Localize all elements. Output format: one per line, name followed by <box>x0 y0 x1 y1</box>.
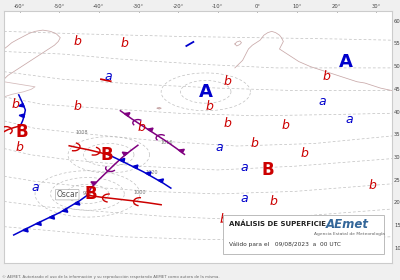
Text: 25°: 25° <box>394 178 400 183</box>
Text: ANÁLISIS DE SUPERFICIE: ANÁLISIS DE SUPERFICIE <box>229 221 326 227</box>
Text: b: b <box>270 195 278 208</box>
Text: -40°: -40° <box>93 4 104 9</box>
Text: 990: 990 <box>83 192 92 196</box>
Text: Agencia Estatal de Meteorología: Agencia Estatal de Meteorología <box>314 232 385 237</box>
Polygon shape <box>124 113 130 116</box>
Text: 1020: 1020 <box>145 170 158 175</box>
Text: 50°: 50° <box>394 64 400 69</box>
Text: 55°: 55° <box>394 41 400 46</box>
Text: 20°: 20° <box>332 4 342 9</box>
Text: b: b <box>16 141 24 154</box>
Text: b: b <box>223 75 231 88</box>
Polygon shape <box>179 149 184 153</box>
Text: a: a <box>346 113 353 126</box>
Text: 40°: 40° <box>394 109 400 115</box>
Text: a: a <box>318 95 326 108</box>
Text: b: b <box>138 121 146 134</box>
Text: 15°: 15° <box>394 223 400 228</box>
Text: -10°: -10° <box>212 4 224 9</box>
Polygon shape <box>49 215 54 219</box>
Text: Oscar: Oscar <box>56 190 78 199</box>
Text: a: a <box>31 181 39 194</box>
Text: AEmet: AEmet <box>326 218 369 231</box>
Text: B: B <box>15 123 28 141</box>
Text: 60°: 60° <box>394 19 400 24</box>
Polygon shape <box>36 222 41 225</box>
Polygon shape <box>133 165 138 169</box>
Text: b: b <box>223 117 231 130</box>
FancyBboxPatch shape <box>223 215 384 254</box>
Text: 1016: 1016 <box>161 140 173 145</box>
Text: B: B <box>262 161 274 179</box>
Text: b: b <box>281 119 289 132</box>
Text: b: b <box>369 179 376 192</box>
Text: a: a <box>105 70 112 83</box>
Text: A: A <box>199 83 213 101</box>
Text: Válido para el   09/08/2023  a  00 UTC: Válido para el 09/08/2023 a 00 UTC <box>229 241 341 247</box>
Text: -50°: -50° <box>54 4 65 9</box>
Text: b: b <box>206 101 214 113</box>
Text: 30°: 30° <box>394 155 400 160</box>
Polygon shape <box>62 209 68 212</box>
Text: B: B <box>85 185 98 203</box>
Polygon shape <box>146 172 151 176</box>
Text: b: b <box>74 101 82 113</box>
Text: b: b <box>120 38 128 50</box>
Text: 35°: 35° <box>394 132 400 137</box>
Polygon shape <box>19 103 24 107</box>
Text: 10°: 10° <box>394 246 400 251</box>
Polygon shape <box>120 158 125 162</box>
Text: a: a <box>216 141 223 154</box>
Text: a: a <box>241 161 248 174</box>
Polygon shape <box>74 201 80 205</box>
Text: -20°: -20° <box>172 4 184 9</box>
Text: -60°: -60° <box>14 4 25 9</box>
Text: 1000: 1000 <box>134 190 146 195</box>
Text: b: b <box>74 35 82 48</box>
Text: 1008: 1008 <box>75 130 88 135</box>
Text: B: B <box>100 146 113 164</box>
Text: © AEMET. Autorizado el uso de la información y su reproducción respetando AEMET : © AEMET. Autorizado el uso de la informa… <box>2 275 220 279</box>
Text: 30°: 30° <box>372 4 381 9</box>
Text: b: b <box>301 147 309 160</box>
Text: 10°: 10° <box>292 4 302 9</box>
Text: b: b <box>250 137 258 150</box>
Polygon shape <box>23 228 28 232</box>
Text: -30°: -30° <box>133 4 144 9</box>
Polygon shape <box>158 179 164 183</box>
Text: 45°: 45° <box>394 87 400 92</box>
Polygon shape <box>91 182 97 185</box>
Text: a: a <box>241 192 248 206</box>
Polygon shape <box>19 114 24 118</box>
Polygon shape <box>148 128 153 132</box>
Text: b: b <box>219 213 227 226</box>
Text: A: A <box>338 53 352 71</box>
Text: b: b <box>12 98 20 111</box>
Polygon shape <box>122 152 128 156</box>
Text: 0°: 0° <box>254 4 260 9</box>
Text: b: b <box>322 70 330 83</box>
Text: 20°: 20° <box>394 200 400 205</box>
